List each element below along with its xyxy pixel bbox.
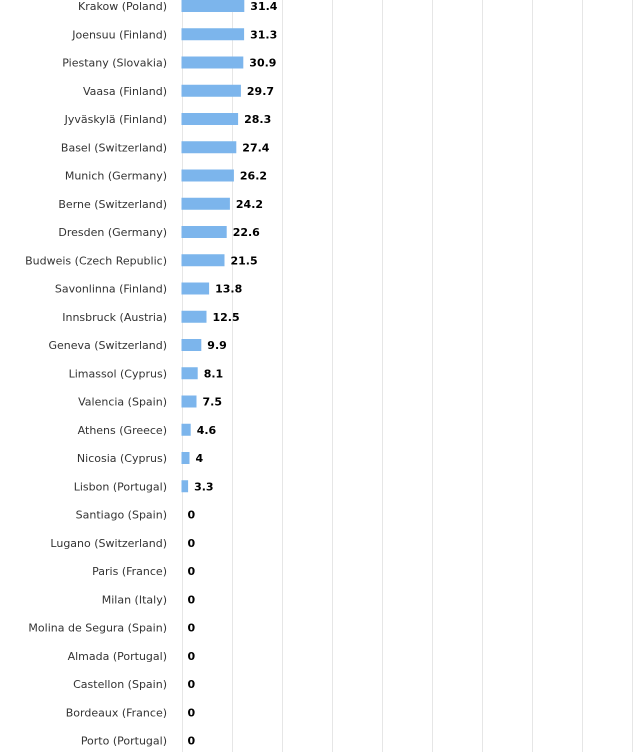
category-label: Jyväskylä (Finland) — [64, 113, 167, 126]
bar-17 — [181, 480, 189, 493]
value-label: 0 — [188, 593, 196, 606]
category-label: Paris (France) — [92, 565, 167, 578]
value-label: 29.7 — [247, 85, 274, 98]
bar-15 — [181, 423, 191, 436]
value-label: 0 — [188, 565, 196, 578]
bar-8 — [181, 226, 227, 238]
category-label: Innsbruck (Austria) — [62, 311, 167, 324]
value-label: 28.3 — [244, 113, 271, 126]
value-label: 30.9 — [249, 57, 276, 70]
bar-9 — [181, 254, 225, 267]
category-label: Santiago (Spain) — [76, 509, 167, 522]
category-label: Dresden (Germany) — [58, 226, 167, 239]
value-label: 21.5 — [231, 254, 258, 267]
bar-13 — [181, 367, 198, 380]
value-labels: 31.4 31.3 30.9 29.7 28.3 27.4 26.2 24.2 22.6 21.5… — [188, 0, 278, 748]
bar-1 — [181, 28, 245, 41]
bars-group — [181, 0, 245, 493]
bar-10 — [181, 282, 210, 295]
category-label: Porto (Portugal) — [81, 735, 167, 748]
value-label: 0 — [188, 650, 196, 663]
value-label: 24.2 — [236, 198, 263, 211]
bar-7 — [181, 197, 230, 210]
category-label: Basel (Switzerland) — [61, 141, 167, 154]
category-label: Krakow (Poland) — [78, 0, 167, 13]
category-label: Molina de Segura (Spain) — [28, 622, 167, 635]
bar-2 — [181, 56, 244, 69]
category-label: Budweis (Czech Republic) — [25, 254, 167, 267]
value-label: 4 — [196, 452, 204, 465]
bar-12 — [181, 339, 202, 351]
value-label: 22.6 — [233, 226, 260, 239]
bar-16 — [181, 452, 190, 464]
category-label: Munich (Germany) — [65, 170, 167, 183]
bar-0 — [181, 0, 245, 12]
category-label: Joensuu (Finland) — [71, 28, 167, 41]
value-label: 4.6 — [197, 424, 217, 437]
value-label: 0 — [188, 622, 196, 635]
value-label: 3.3 — [194, 480, 214, 493]
value-label: 0 — [188, 678, 196, 691]
bar-6 — [181, 169, 234, 182]
value-label: 9.9 — [207, 339, 227, 352]
category-labels: Krakow (Poland) Joensuu (Finland) Piestany… — [25, 0, 167, 748]
value-label: 31.3 — [250, 28, 277, 41]
value-label: 12.5 — [213, 311, 240, 324]
category-label: Geneva (Switzerland) — [48, 339, 167, 352]
category-label: Limassol (Cyprus) — [69, 367, 167, 380]
category-label: Bordeaux (France) — [66, 706, 167, 719]
value-label: 0 — [188, 509, 196, 522]
value-label: 8.1 — [204, 367, 224, 380]
value-label: 0 — [188, 735, 196, 748]
category-label: Milan (Italy) — [102, 593, 167, 606]
bar-3 — [181, 84, 241, 97]
value-label: 7.5 — [203, 396, 223, 409]
category-label: Piestany (Slovakia) — [62, 57, 167, 70]
category-label: Savonlinna (Finland) — [55, 283, 167, 296]
category-label: Lugano (Switzerland) — [50, 537, 167, 550]
category-label: Castellon (Spain) — [73, 678, 167, 691]
bar-11 — [181, 310, 207, 323]
category-label: Almada (Portugal) — [68, 650, 167, 663]
value-label: 13.8 — [215, 283, 242, 296]
category-label: Nicosia (Cyprus) — [77, 452, 167, 465]
bar-14 — [181, 395, 197, 408]
value-label: 27.4 — [242, 141, 269, 154]
value-label: 0 — [188, 537, 196, 550]
value-label: 0 — [188, 706, 196, 719]
category-label: Lisbon (Portugal) — [74, 480, 167, 493]
category-label: Valencia (Spain) — [78, 396, 167, 409]
bar-5 — [181, 141, 237, 154]
category-label: Athens (Greece) — [78, 424, 167, 437]
value-label: 26.2 — [240, 170, 267, 183]
bar-4 — [181, 113, 239, 125]
category-label: Berne (Switzerland) — [58, 198, 167, 211]
category-label: Vaasa (Finland) — [83, 85, 167, 98]
value-label: 31.4 — [250, 0, 277, 13]
